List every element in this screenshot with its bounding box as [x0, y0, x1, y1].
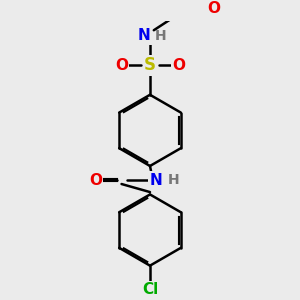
Text: O: O: [207, 1, 220, 16]
Text: S: S: [144, 56, 156, 74]
Text: O: O: [172, 58, 185, 73]
Text: N: N: [138, 28, 151, 44]
Text: O: O: [115, 58, 128, 73]
Text: N: N: [149, 173, 162, 188]
Text: H: H: [168, 173, 179, 187]
Text: H: H: [154, 29, 166, 43]
Text: O: O: [89, 173, 102, 188]
Text: Cl: Cl: [142, 282, 158, 297]
